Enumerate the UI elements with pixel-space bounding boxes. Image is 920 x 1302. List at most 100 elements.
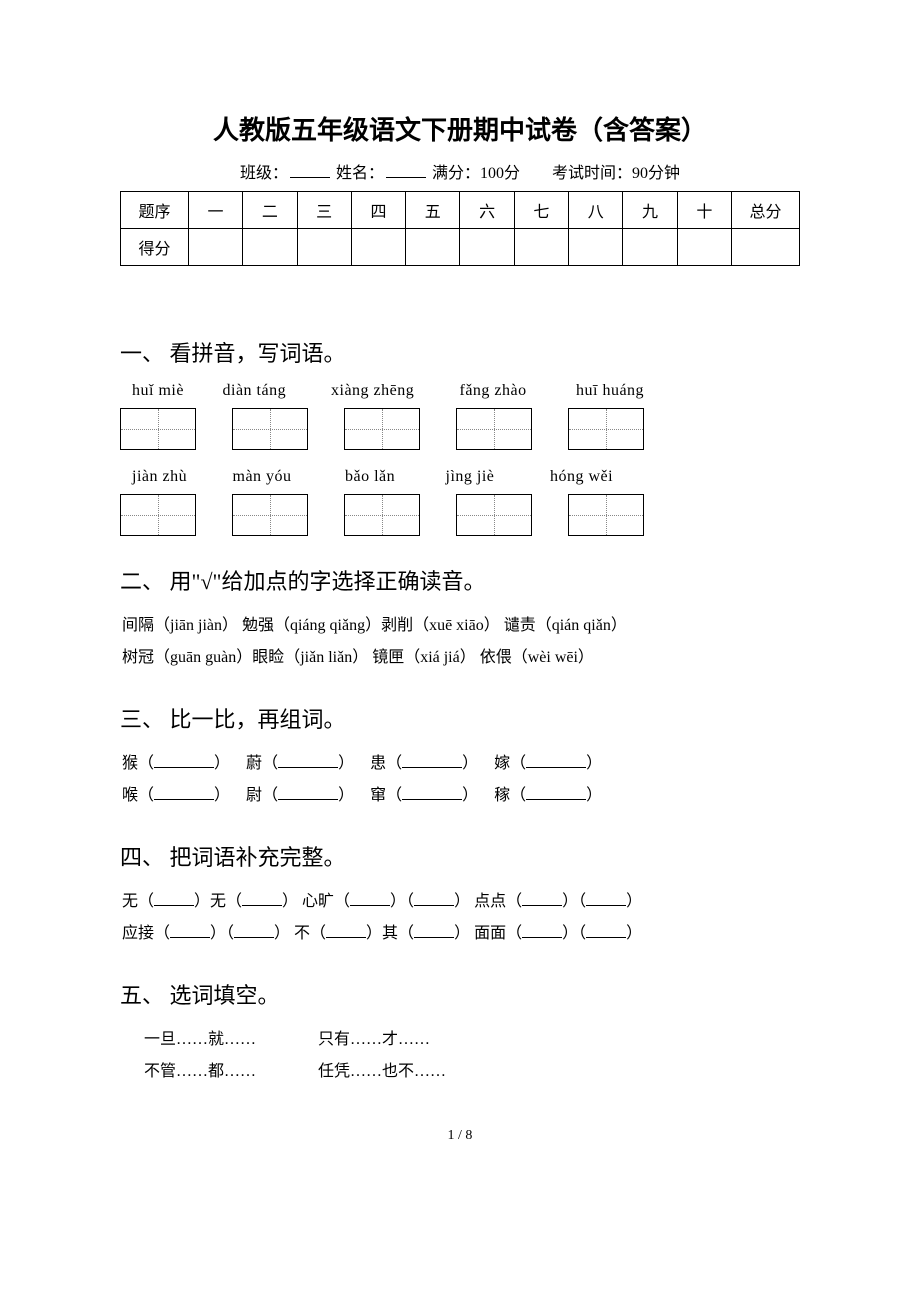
exam-time: 考试时间：90分钟 [552,165,680,182]
char: 窜 [370,787,386,804]
section-2-head: 二、 用"√"给加点的字选择正确读音。 [120,564,800,596]
pinyin: diàn táng [223,382,327,400]
blank[interactable] [402,784,462,800]
pinyin: jiàn zhù [132,468,228,486]
char-box[interactable] [456,494,532,536]
table-row: 得分 [121,229,800,266]
s4-line1: 无（）无（） 心旷（）（） 点点（）（） [122,886,800,918]
score-cell[interactable] [514,229,568,266]
blank[interactable] [154,784,214,800]
text: ） 不（ [274,925,326,942]
score-cell[interactable] [406,229,460,266]
name-label: 姓名： [336,165,384,182]
char: 尉 [246,787,262,804]
blank[interactable] [586,922,626,938]
char-box[interactable] [232,494,308,536]
blank[interactable] [278,752,338,768]
col-label: 十 [677,192,731,229]
name-blank[interactable] [386,162,426,178]
row-header: 题序 [121,192,189,229]
subtitle-line: 班级： 姓名： 满分：100分 考试时间：90分钟 [120,159,800,183]
score-cell[interactable] [677,229,731,266]
char: 蔚 [246,755,262,772]
pinyin: bǎo lǎn [345,468,441,486]
blank[interactable] [326,922,366,938]
class-blank[interactable] [290,162,330,178]
pinyin: hóng wěi [550,468,613,486]
text: ） 面面（ [454,925,522,942]
score-cell[interactable] [569,229,623,266]
col-label: 一 [188,192,242,229]
full-score: 满分：100分 [432,165,520,182]
pinyin: fǎng zhào [460,382,572,400]
text: ）（ [562,893,586,910]
blank[interactable] [414,890,454,906]
text: ）（ [390,893,414,910]
blank[interactable] [522,890,562,906]
s4-line2: 应接（ ）（ ） 不（ ）其（ ） 面面（ ）（ ） [122,918,800,950]
char-box[interactable] [568,408,644,450]
char-box[interactable] [568,494,644,536]
blank[interactable] [526,752,586,768]
text: ） [626,893,642,910]
blank[interactable] [414,922,454,938]
pinyin: huī huáng [576,382,644,400]
boxes-row-1 [120,408,800,450]
char-box[interactable] [456,408,532,450]
score-cell[interactable] [297,229,351,266]
s2-line1: 间隔（jiān jiàn） 勉强（qiáng qiǎng）剥削（xuē xiāo… [122,610,800,642]
section-5-head: 五、 选词填空。 [120,978,800,1010]
blank[interactable] [522,922,562,938]
blank[interactable] [350,890,390,906]
char: 患 [370,755,386,772]
text: 无（ [122,893,154,910]
col-label: 二 [243,192,297,229]
col-label: 五 [406,192,460,229]
class-label: 班级： [240,165,288,182]
char: 喉 [122,787,138,804]
score-cell[interactable] [351,229,405,266]
score-cell[interactable] [243,229,297,266]
score-cell[interactable] [623,229,677,266]
char: 猴 [122,755,138,772]
score-cell[interactable] [732,229,800,266]
blank[interactable] [402,752,462,768]
text: ）其（ [366,925,414,942]
pinyin-row-1: huǐ miè diàn táng xiàng zhēng fǎng zhào … [132,382,800,400]
s3-row1: 猴（） 蔚（） 患（） 嫁（） [122,748,800,780]
page-title: 人教版五年级语文下册期中试卷（含答案） [120,110,800,147]
score-cell[interactable] [188,229,242,266]
section-4-head: 四、 把词语补充完整。 [120,840,800,872]
char-box[interactable] [120,408,196,450]
char: 嫁 [494,755,510,772]
page-number: 1 / 8 [120,1128,800,1144]
blank[interactable] [278,784,338,800]
s3-row2: 喉（） 尉（） 窜（） 稼（） [122,780,800,812]
score-cell[interactable] [460,229,514,266]
char-box[interactable] [344,408,420,450]
section-3-head: 三、 比一比，再组词。 [120,702,800,734]
blank[interactable] [526,784,586,800]
blank[interactable] [154,752,214,768]
char-box[interactable] [232,408,308,450]
text: 应接（ [122,925,170,942]
text: ）（ [210,925,234,942]
text: ） [626,925,642,942]
blank[interactable] [234,922,274,938]
option: 任凭……也不…… [318,1063,446,1080]
section-1-head: 一、 看拼音，写词语。 [120,336,800,368]
blank[interactable] [170,922,210,938]
char-box[interactable] [344,494,420,536]
option: 一旦……就…… [144,1024,314,1056]
text: ）（ [562,925,586,942]
blank[interactable] [154,890,194,906]
pinyin: huǐ miè [132,382,218,400]
text: ） 点点（ [454,893,522,910]
s5-line2: 不管……都…… 任凭……也不…… [144,1056,800,1088]
col-label: 九 [623,192,677,229]
char-box[interactable] [120,494,196,536]
char: 稼 [494,787,510,804]
col-label: 七 [514,192,568,229]
blank[interactable] [586,890,626,906]
blank[interactable] [242,890,282,906]
